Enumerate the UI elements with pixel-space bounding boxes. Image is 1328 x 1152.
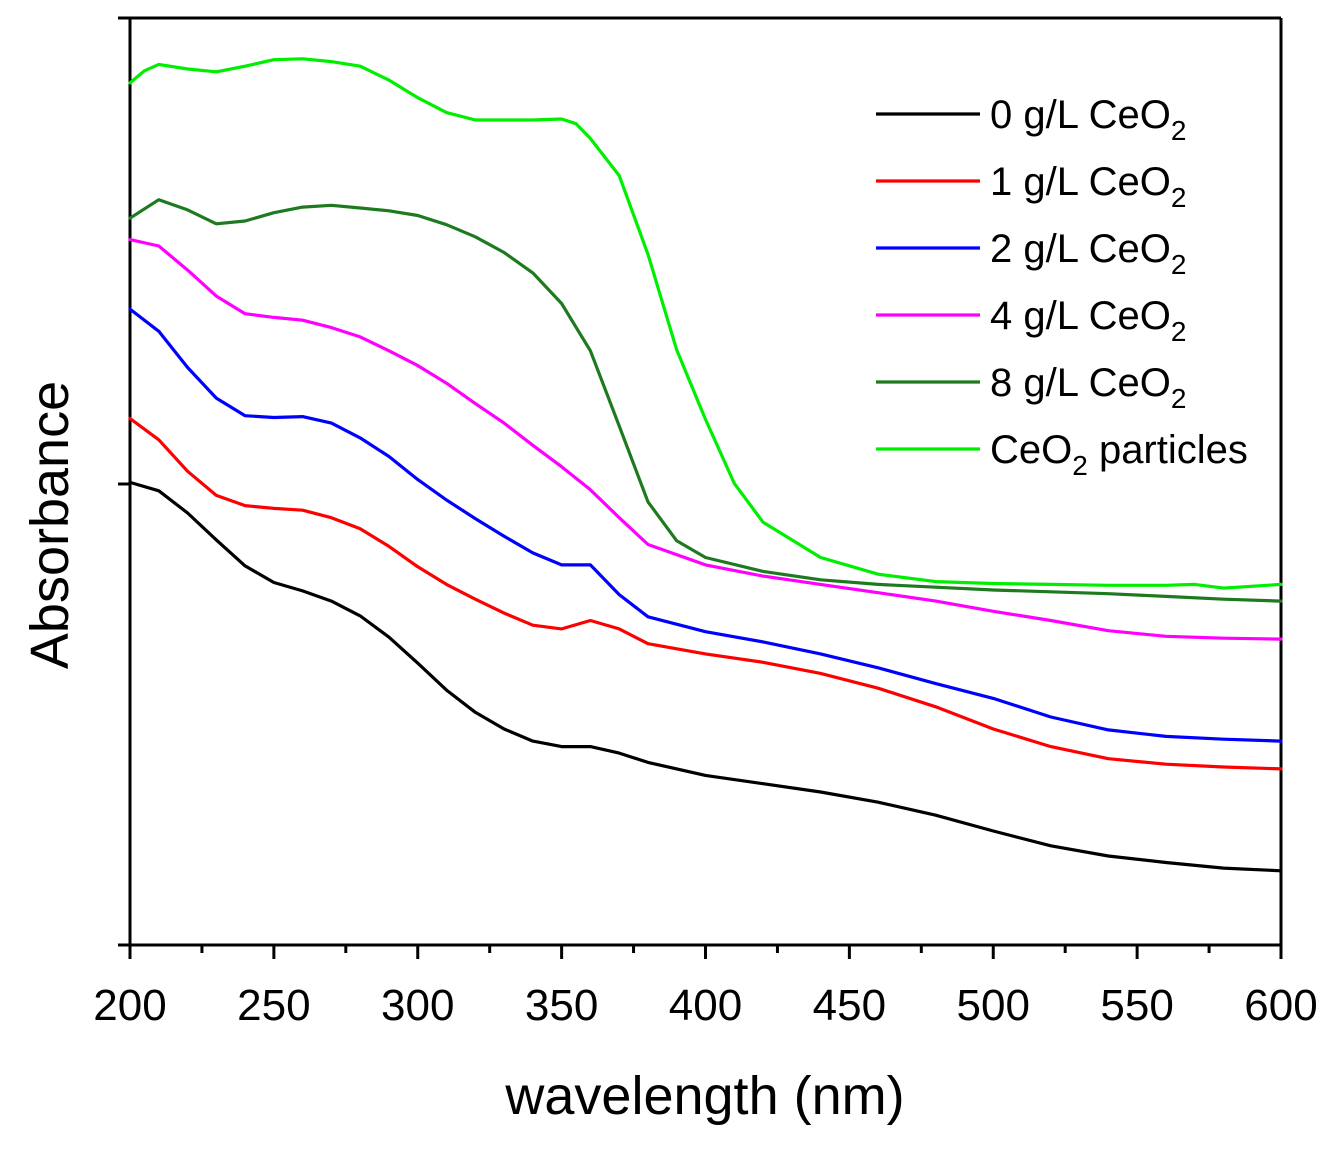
- x-tick-label: 550: [1100, 981, 1173, 1030]
- x-ticks: 200 250 300 350 400 450 500 550 600: [93, 945, 1318, 1030]
- legend-label-main: 4 g/L CeO: [990, 294, 1171, 338]
- legend-label-tail: particles: [1088, 428, 1248, 472]
- legend-label-subscript: 2: [1171, 383, 1187, 414]
- x-tick-label: 500: [957, 981, 1030, 1030]
- legend-label-main: CeO: [990, 428, 1072, 472]
- x-axis-title: wavelength (nm): [504, 1066, 904, 1126]
- legend-label-subscript: 2: [1171, 316, 1187, 347]
- axes: [118, 16, 1283, 947]
- x-tick-label: 350: [525, 981, 598, 1030]
- x-tick-label: 200: [93, 981, 166, 1030]
- legend-label-subscript: 2: [1072, 450, 1088, 481]
- legend-label: 0 g/L CeO2: [990, 93, 1186, 146]
- legend-label: 1 g/L CeO2: [990, 160, 1186, 213]
- x-tick-label: 600: [1244, 981, 1317, 1030]
- series-line: [128, 238, 1283, 641]
- series-line: [128, 307, 1283, 743]
- legend-label-subscript: 2: [1171, 249, 1187, 280]
- x-tick-label: 400: [669, 981, 742, 1030]
- legend-label: 4 g/L CeO2: [990, 294, 1186, 347]
- legend-label: CeO2 particles: [990, 428, 1248, 481]
- x-tick-label: 450: [813, 981, 886, 1030]
- series-line: [128, 480, 1283, 873]
- x-tick-label: 300: [381, 981, 454, 1030]
- y-axis-title: Absorbance: [20, 381, 80, 669]
- legend-label-main: 0 g/L CeO: [990, 93, 1171, 137]
- legend-label-main: 1 g/L CeO: [990, 160, 1171, 204]
- series-line: [128, 198, 1283, 603]
- legend-label-main: 2 g/L CeO: [990, 227, 1171, 271]
- series-lines: [128, 57, 1283, 873]
- legend-label: 2 g/L CeO2: [990, 227, 1186, 280]
- x-tick-label: 250: [237, 981, 310, 1030]
- legend-label-subscript: 2: [1171, 182, 1187, 213]
- legend-label-subscript: 2: [1171, 115, 1187, 146]
- series-line: [128, 57, 1283, 590]
- legend-label-main: 8 g/L CeO: [990, 361, 1171, 405]
- legend-label: 8 g/L CeO2: [990, 361, 1186, 414]
- series-line: [128, 416, 1283, 771]
